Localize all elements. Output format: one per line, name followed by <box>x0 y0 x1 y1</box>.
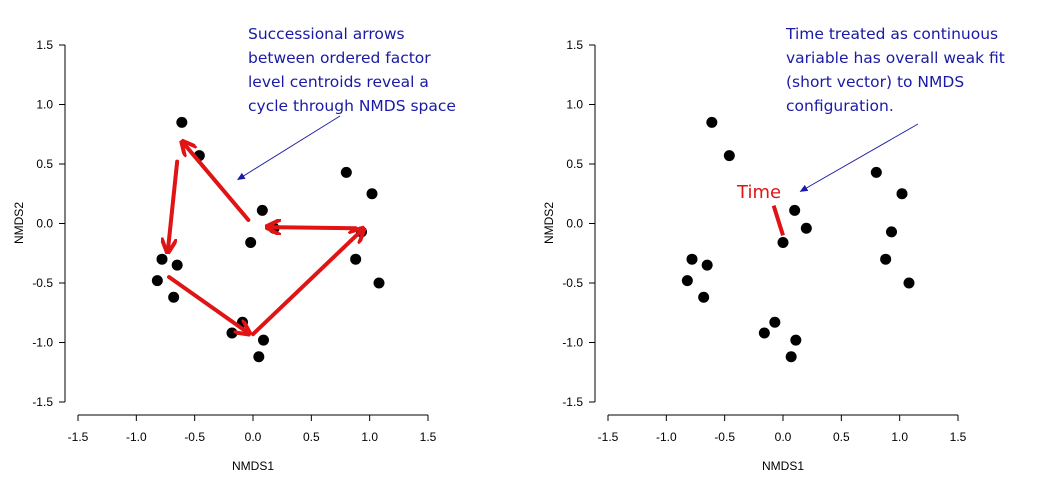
x-axis-label: NMDS1 <box>232 459 274 473</box>
data-point <box>785 351 797 363</box>
time-vector-label: Time <box>736 182 781 203</box>
y-tick-label: 1.0 <box>566 98 583 112</box>
successional-arrow <box>183 143 251 222</box>
x-tick-label: 1.0 <box>891 430 908 444</box>
annotation-line-3: level centroids reveal a <box>248 73 429 91</box>
data-point <box>758 327 770 339</box>
annotation-line-3: (short vector) to NMDS <box>786 73 964 91</box>
data-point <box>769 316 781 328</box>
x-tick-label: 0.0 <box>775 430 792 444</box>
y-tick-label: -1.0 <box>32 336 53 350</box>
data-point <box>168 291 180 303</box>
data-point <box>777 237 789 249</box>
data-point <box>896 188 908 200</box>
data-point <box>723 150 735 162</box>
data-point <box>350 253 362 265</box>
successional-arrow <box>251 229 363 337</box>
successional-arrow <box>167 275 248 333</box>
x-axis-label: NMDS1 <box>762 459 804 473</box>
annotation-line-4: cycle through NMDS space <box>248 97 456 115</box>
left-panel: NMDS1 NMDS2 Successional arrows between … <box>12 25 456 473</box>
y-tick-label: 1.5 <box>36 38 53 52</box>
x-tick-label: -0.5 <box>714 430 735 444</box>
y-tick-label: -0.5 <box>32 276 53 290</box>
x-tick-label: 1.5 <box>420 430 437 444</box>
y-tick-label: 0.0 <box>36 217 53 231</box>
data-point <box>340 166 352 178</box>
y-tick-label: 1.5 <box>566 38 583 52</box>
annotation-pointer <box>236 115 341 180</box>
y-axis-label: NMDS2 <box>542 202 556 244</box>
annotation-line-1: Successional arrows <box>248 25 405 43</box>
y-tick-label: -1.5 <box>562 395 583 409</box>
data-point <box>880 253 892 265</box>
data-point <box>253 351 265 363</box>
annotation-pointer <box>799 123 919 192</box>
x-tick-label: -1.0 <box>126 430 147 444</box>
y-tick-label: 1.0 <box>36 98 53 112</box>
y-tick-label: 0.5 <box>36 157 53 171</box>
x-tick-label: 1.5 <box>950 430 967 444</box>
annotation-line-4: configuration. <box>786 97 894 115</box>
x-tick-label: 1.0 <box>361 430 378 444</box>
successional-arrow <box>168 159 180 251</box>
data-point <box>706 116 718 128</box>
x-tick-label: 0.5 <box>303 430 320 444</box>
y-tick-label: -1.0 <box>562 336 583 350</box>
data-point <box>701 259 713 271</box>
annotation-line-2: variable has overall weak fit <box>786 49 1005 67</box>
data-point <box>681 275 693 287</box>
right-panel: NMDS1 NMDS2 Time treated as continuous v… <box>542 25 1005 473</box>
x-tick-label: -1.0 <box>656 430 677 444</box>
data-point <box>789 204 801 216</box>
x-tick-label: -1.5 <box>68 430 89 444</box>
data-point <box>886 226 897 238</box>
data-point <box>151 275 163 287</box>
data-point <box>686 253 698 265</box>
data-point <box>790 334 802 346</box>
data-point <box>156 253 168 265</box>
x-tick-label: -1.5 <box>598 430 619 444</box>
data-point <box>176 116 188 128</box>
y-axis-label: NMDS2 <box>12 202 26 244</box>
y-tick-label: 0.0 <box>566 217 583 231</box>
x-tick-label: 0.0 <box>245 430 262 444</box>
annotation-line-1: Time treated as continuous <box>785 25 998 43</box>
data-point <box>245 237 257 249</box>
y-tick-label: 0.5 <box>566 157 583 171</box>
data-point <box>373 277 385 289</box>
data-point <box>256 204 268 216</box>
data-point <box>870 166 882 178</box>
data-point <box>226 327 238 339</box>
data-point <box>258 334 269 346</box>
y-tick-label: -0.5 <box>562 276 583 290</box>
time-vector <box>771 205 785 236</box>
data-point <box>171 259 183 271</box>
y-tick-label: -1.5 <box>32 395 53 409</box>
x-tick-label: -0.5 <box>184 430 205 444</box>
successional-arrow <box>268 227 358 228</box>
data-point <box>366 188 378 200</box>
annotation-line-2: between ordered factor <box>248 49 431 67</box>
data-point <box>903 277 915 289</box>
data-point <box>800 222 812 234</box>
data-point <box>698 291 710 303</box>
x-tick-label: 0.5 <box>833 430 850 444</box>
